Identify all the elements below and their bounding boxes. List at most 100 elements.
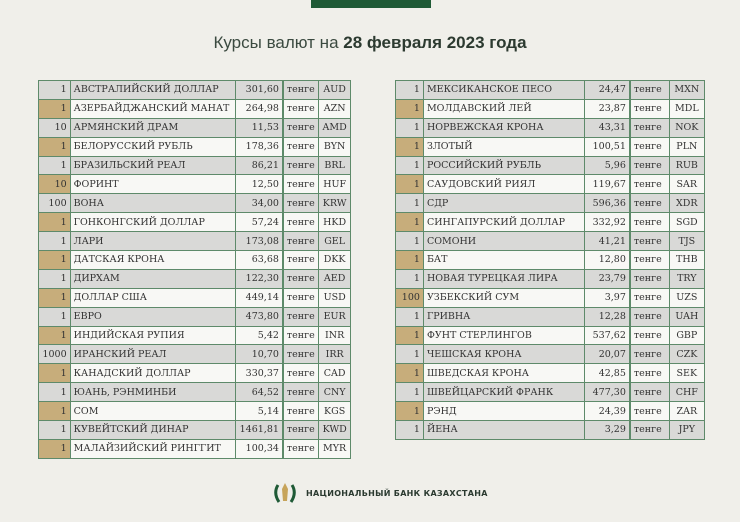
- currency-name-cell: ФУНТ СТЕРЛИНГОВ: [422, 325, 586, 346]
- currency-code-cell: BYN: [318, 136, 351, 157]
- currency-name-cell: ЙЕНА: [422, 420, 586, 440]
- table-row: 1 ЕВРО 473,80 тенге EUR: [38, 306, 351, 327]
- unit-cell: тенге: [281, 250, 320, 270]
- unit-cell: тенге: [281, 117, 320, 138]
- quantity-cell: 1: [395, 193, 424, 214]
- currency-code-cell: EUR: [318, 306, 351, 327]
- quantity-cell: 1: [38, 80, 71, 100]
- currency-name-cell: АВСТРАЛИЙСКИЙ ДОЛЛАР: [69, 80, 236, 100]
- quantity-cell: 1: [38, 287, 71, 308]
- table-row: 1 МАЛАЙЗИЙСКИЙ РИНГГИТ 100,34 тенге MYR: [38, 438, 351, 459]
- currency-name-cell: СОМ: [69, 401, 236, 422]
- currency-code-cell: CAD: [318, 363, 351, 384]
- currency-code-cell: AUD: [318, 80, 351, 100]
- currency-name-cell: САУДОВСКИЙ РИЯЛ: [422, 174, 586, 195]
- quantity-cell: 10: [38, 117, 71, 138]
- table-row: 1 ДИРХАМ 122,30 тенге AED: [38, 268, 351, 289]
- quantity-cell: 1: [38, 155, 71, 176]
- currency-name-cell: ГРИВНА: [422, 306, 586, 327]
- currency-name-cell: СИНГАПУРСКИЙ ДОЛЛАР: [422, 212, 586, 233]
- page-title: Курсы валют на 28 февраля 2023 года: [0, 33, 740, 53]
- currency-code-cell: SGD: [668, 212, 706, 233]
- currency-code-cell: UAH: [668, 306, 706, 327]
- rate-cell: 100,34: [234, 438, 284, 459]
- currency-name-cell: ВОНА: [69, 193, 236, 214]
- quantity-cell: 1: [395, 212, 424, 233]
- unit-cell: тенге: [628, 250, 670, 270]
- table-row: 1 ДАТСКАЯ КРОНА 63,68 тенге DKK: [38, 250, 351, 270]
- currency-code-cell: CHF: [668, 382, 706, 403]
- currency-code-cell: GEL: [318, 231, 351, 252]
- currency-name-cell: РЭНД: [422, 401, 586, 422]
- currency-code-cell: AED: [318, 268, 351, 289]
- currency-name-cell: ЗЛОТЫЙ: [422, 136, 586, 157]
- unit-cell: тенге: [281, 420, 320, 440]
- currency-code-cell: AMD: [318, 117, 351, 138]
- currency-code-cell: IRR: [318, 344, 351, 365]
- table-row: 100 УЗБЕКСКИЙ СУМ 3,97 тенге UZS: [395, 287, 706, 308]
- currency-code-cell: HKD: [318, 212, 351, 233]
- quantity-cell: 1: [395, 98, 424, 119]
- unit-cell: тенге: [628, 420, 670, 440]
- unit-cell: тенге: [281, 136, 320, 157]
- quantity-cell: 1: [38, 325, 71, 346]
- currency-code-cell: RUB: [668, 155, 706, 176]
- unit-cell: тенге: [628, 117, 670, 138]
- currency-code-cell: SAR: [668, 174, 706, 195]
- rate-cell: 596,36: [584, 193, 631, 214]
- unit-cell: тенге: [281, 212, 320, 233]
- unit-cell: тенге: [628, 80, 670, 100]
- currency-name-cell: ГОНКОНГСКИЙ ДОЛЛАР: [69, 212, 236, 233]
- quantity-cell: 1: [38, 98, 71, 119]
- table-row: 100 ВОНА 34,00 тенге KRW: [38, 193, 351, 214]
- quantity-cell: 100: [395, 287, 424, 308]
- currency-name-cell: КУВЕЙТСКИЙ ДИНАР: [69, 420, 236, 440]
- table-row: 1 ЗЛОТЫЙ 100,51 тенге PLN: [395, 136, 706, 157]
- currency-code-cell: BRL: [318, 155, 351, 176]
- quantity-cell: 1: [395, 420, 424, 440]
- currency-name-cell: БРАЗИЛЬСКИЙ РЕАЛ: [69, 155, 236, 176]
- currency-code-cell: PLN: [668, 136, 706, 157]
- quantity-cell: 1: [38, 438, 71, 459]
- unit-cell: тенге: [628, 363, 670, 384]
- unit-cell: тенге: [281, 98, 320, 119]
- table-row: 1 СОМ 5,14 тенге KGS: [38, 401, 351, 422]
- rate-cell: 5,42: [234, 325, 284, 346]
- unit-cell: тенге: [628, 306, 670, 327]
- table-row: 1 МЕКСИКАНСКОЕ ПЕСО 24,47 тенге MXN: [395, 80, 706, 100]
- currency-code-cell: AZN: [318, 98, 351, 119]
- table-row: 1 ГОНКОНГСКИЙ ДОЛЛАР 57,24 тенге HKD: [38, 212, 351, 233]
- currency-name-cell: РОССИЙСКИЙ РУБЛЬ: [422, 155, 586, 176]
- currency-code-cell: MXN: [668, 80, 706, 100]
- table-row: 1 СДР 596,36 тенге XDR: [395, 193, 706, 214]
- table-row: 1 НОВАЯ ТУРЕЦКАЯ ЛИРА 23,79 тенге TRY: [395, 268, 706, 289]
- quantity-cell: 1: [395, 344, 424, 365]
- rate-cell: 24,47: [584, 80, 631, 100]
- unit-cell: тенге: [281, 306, 320, 327]
- unit-cell: тенге: [628, 155, 670, 176]
- table-row: 10 ФОРИНТ 12,50 тенге HUF: [38, 174, 351, 195]
- rate-cell: 332,92: [584, 212, 631, 233]
- quantity-cell: 1: [395, 401, 424, 422]
- quantity-cell: 100: [38, 193, 71, 214]
- currency-code-cell: KWD: [318, 420, 351, 440]
- table-row: 1 БАТ 12,80 тенге THB: [395, 250, 706, 270]
- quantity-cell: 1: [395, 268, 424, 289]
- table-row: 1 АЗЕРБАЙДЖАНСКИЙ МАНАТ 264,98 тенге AZN: [38, 98, 351, 119]
- rate-cell: 449,14: [234, 287, 284, 308]
- rate-cell: 5,14: [234, 401, 284, 422]
- currency-code-cell: XDR: [668, 193, 706, 214]
- rate-cell: 12,50: [234, 174, 284, 195]
- quantity-cell: 1: [38, 420, 71, 440]
- rate-cell: 178,36: [234, 136, 284, 157]
- unit-cell: тенге: [628, 325, 670, 346]
- table-row: 1 ЮАНЬ, РЭНМИНБИ 64,52 тенге CNY: [38, 382, 351, 403]
- table-row: 1 СОМОНИ 41,21 тенге TJS: [395, 231, 706, 252]
- currency-name-cell: СОМОНИ: [422, 231, 586, 252]
- currency-name-cell: МОЛДАВСКИЙ ЛЕЙ: [422, 98, 586, 119]
- quantity-cell: 1: [395, 136, 424, 157]
- rate-cell: 10,70: [234, 344, 284, 365]
- rate-cell: 64,52: [234, 382, 284, 403]
- bank-emblem-icon: [274, 483, 296, 503]
- currency-code-cell: KGS: [318, 401, 351, 422]
